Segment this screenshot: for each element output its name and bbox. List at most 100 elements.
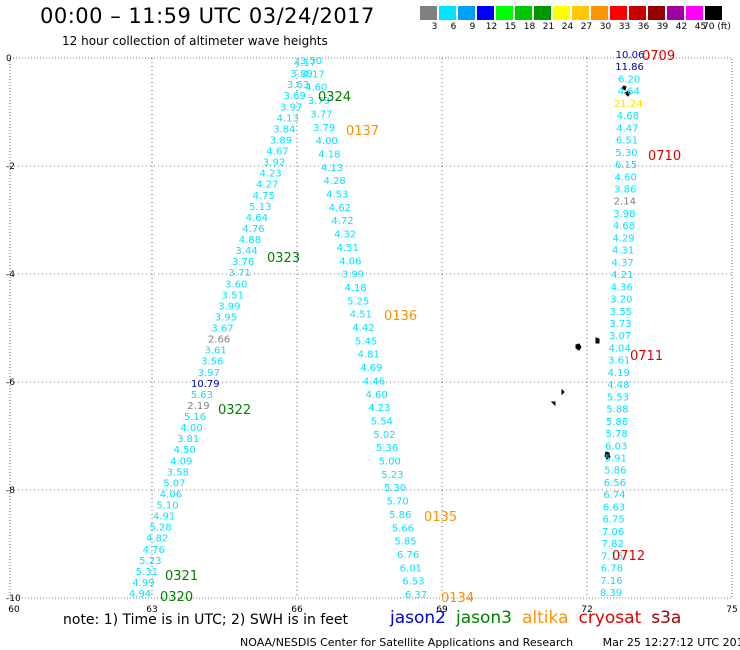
axis-labels: 60 63 66 69 72 75 0 -2 -4 -6 -8 -10 (6, 54, 738, 615)
wave-height-value: 5.45 (355, 336, 377, 347)
wave-height-value: 5.10 (156, 501, 178, 512)
wave-height-value: 3.79 (308, 96, 330, 107)
colorbar-label: 70 (ft) (703, 22, 731, 32)
wave-height-value: 4.23 (259, 169, 281, 180)
wave-height-value: 5.86 (389, 510, 411, 521)
wave-height-value: 7.06 (602, 527, 624, 538)
pass-time-labels: 0709 0710 0711 0712 0324 0323 0322 0321 0320 0137… (160, 49, 681, 606)
wave-height-value: 3.81 (177, 434, 199, 445)
colorbar-swatch (420, 6, 437, 20)
colorbar-label: 3 (431, 22, 438, 32)
island-outline (624, 90, 631, 97)
island-outline (621, 85, 627, 91)
wave-height-value: 4.21 (611, 270, 633, 281)
wave-height-value: 21.24 (614, 99, 643, 110)
wave-height-value: 5.63 (191, 390, 213, 401)
wave-height-value: 4.69 (360, 363, 382, 374)
pass-time-label: 0323 (267, 251, 300, 266)
colorbar-swatch (458, 6, 475, 20)
colorbar-label: 18 (523, 22, 536, 32)
footer-source: NOAA/NESDIS Center for Satellite Applica… (240, 636, 574, 649)
units-note: note: 1) Time is in UTC; 2) SWH is in fe… (63, 612, 349, 628)
wave-height-value: 7.16 (600, 576, 622, 587)
wave-height-value: 4.76 (143, 545, 165, 556)
colorbar-label: 33 (618, 22, 631, 32)
wave-height-value: 6.63 (603, 502, 625, 513)
map-grid (9, 57, 733, 599)
wave-height-value: 10.79 (191, 379, 220, 390)
wave-height-value: 3.76 (232, 257, 254, 268)
wave-height-value: 5.13 (249, 202, 271, 213)
wave-height-value: 5.53 (607, 392, 629, 403)
x-tick-label: 66 (291, 605, 303, 615)
wave-height-value: 3.84 (273, 124, 295, 135)
satellite-legend-item: altika (522, 608, 569, 628)
colorbar-label: 21 (542, 22, 555, 32)
island-outline (604, 451, 611, 460)
wave-height-value: 4.68 (613, 221, 635, 232)
wave-height-value: 6.03 (605, 441, 627, 452)
y-tick-label: -4 (6, 270, 15, 280)
wave-height-value: 5.66 (392, 523, 414, 534)
wave-height-value: 2.19 (187, 401, 209, 412)
x-tick-label: 72 (581, 605, 592, 615)
wave-height-value: 3.97 (280, 102, 302, 113)
wave-height-value: 4.76 (242, 224, 264, 235)
wave-height-value: 3.55 (610, 307, 632, 318)
wave-height-value: 4.60 (365, 390, 387, 401)
island-outline (595, 337, 600, 344)
wave-height-value: 4.31 (612, 246, 634, 257)
wave-height-value: 3.20 (610, 295, 632, 306)
wave-height-value: 3.98 (613, 209, 635, 220)
pass-time-label: 0324 (318, 90, 351, 105)
satellite-tracks: 10.0611.866.204.6421.244.684.476.515.306… (129, 50, 644, 601)
colorbar-swatch (667, 6, 684, 20)
wave-height-value: 4.00 (180, 423, 202, 434)
wave-height-value: 6.20 (618, 74, 640, 85)
wave-height-value: 4.48 (607, 380, 629, 391)
colorbar-label: 15 (504, 22, 517, 32)
island-outline (561, 388, 565, 396)
wave-height-value: 5.86 (604, 466, 626, 477)
colorbar-label: 42 (675, 22, 688, 32)
wave-height-value: 5.86 (606, 417, 628, 428)
wave-height-value: 4.60 (615, 172, 637, 183)
wave-height-value: 4.47 (616, 123, 638, 134)
colorbar-label: 36 (637, 22, 650, 32)
colorbar-swatch (705, 6, 722, 20)
wave-height-value: 6.74 (603, 490, 625, 501)
wave-height-value: 6.51 (616, 136, 638, 147)
wave-height-value: 4.27 (256, 180, 278, 191)
pass-time-label: 0711 (630, 349, 663, 364)
wave-height-value: 4.68 (617, 111, 639, 122)
wave-height-value: 3.56 (201, 357, 223, 368)
wave-height-value: 3.60 (225, 279, 247, 290)
wave-height-value: 6.37 (405, 590, 427, 601)
wave-height-value: 2.66 (208, 335, 230, 346)
wave-height-value: 3.51 (222, 290, 244, 301)
wave-height-value: 3.73 (609, 319, 631, 330)
wave-height-value: 4.51 (350, 310, 372, 321)
wave-height-value: 4.09 (170, 456, 192, 467)
wave-height-value: 4.53 (326, 190, 348, 201)
wave-height-value: 5.36 (376, 443, 398, 454)
wave-height-value: 3.50 (300, 56, 322, 67)
wave-height-value: 3.71 (229, 268, 251, 279)
wave-height-value: 3.99 (342, 270, 364, 281)
y-tick-label: -6 (6, 378, 15, 388)
wave-height-value: 10.06 (616, 50, 645, 61)
pass-time-label: 0321 (165, 569, 198, 584)
wave-height-value: 3.99 (218, 301, 240, 312)
pass-time-label: 0135 (424, 510, 457, 525)
satellite-legend-item: s3a (651, 608, 682, 628)
wave-height-value: 4.17 (302, 69, 324, 80)
pass-time-label: 0136 (384, 309, 417, 324)
y-tick-label: -2 (6, 162, 15, 172)
footer: NOAA/NESDIS Center for Satellite Applica… (240, 636, 740, 649)
wave-height-value: 4.64 (618, 87, 640, 98)
wave-height-value: 4.36 (611, 282, 633, 293)
colorbar-label: 39 (656, 22, 669, 32)
colorbar-swatch (629, 6, 646, 20)
wave-height-value: 7.15 (601, 551, 623, 562)
colorbar-swatch (496, 6, 513, 20)
